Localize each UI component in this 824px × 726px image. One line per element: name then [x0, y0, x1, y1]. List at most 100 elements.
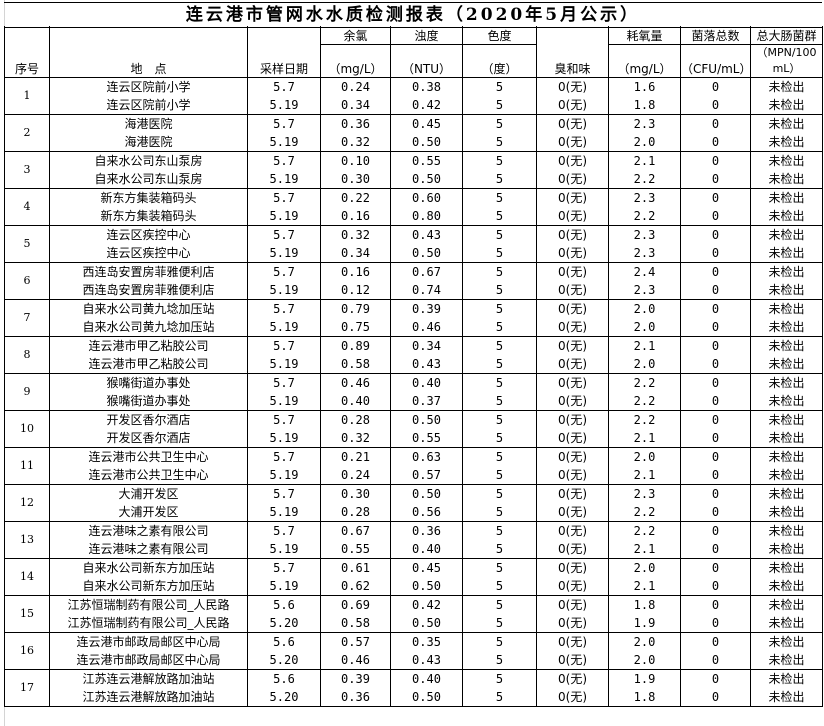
header-date: 采样日期 — [247, 26, 321, 78]
table-row: 15 江苏恒瑞制药有限公司_人民路 5.6 0.69 0.42 5 0(无) 1.8 0 未检出 — [4, 595, 823, 633]
cell-coliform: 未检出 — [750, 484, 823, 503]
cell-cfu: 0 — [680, 96, 751, 115]
table-row: 13 连云港味之素有限公司 5.7 0.67 0.36 5 0(无) 2.2 0 未检出 — [4, 521, 823, 559]
cell-turbidity: 0.39 — [390, 299, 463, 318]
cell-color: 5 — [462, 429, 537, 448]
cell-cod: 2.0 — [608, 318, 681, 337]
cell-date: 5.19 — [247, 577, 321, 596]
cell-chlorine: 0.22 — [320, 188, 391, 207]
cell-turbidity: 0.50 — [390, 614, 463, 633]
cell-odor: 0(无) — [536, 540, 609, 559]
header-cfu: 菌落总数 — [680, 26, 751, 45]
cell-chlorine: 0.21 — [320, 447, 391, 466]
cell-no: 8 — [4, 336, 50, 374]
cell-odor: 0(无) — [536, 484, 609, 503]
cell-no: 9 — [4, 373, 50, 411]
cell-no: 16 — [4, 632, 50, 670]
header-cod: 耗氧量 — [608, 26, 681, 45]
cell-cod: 1.8 — [608, 595, 681, 614]
cell-cfu: 0 — [680, 262, 751, 281]
cell-chlorine: 0.16 — [320, 262, 391, 281]
cell-cfu: 0 — [680, 299, 751, 318]
cell-turbidity: 0.60 — [390, 188, 463, 207]
cell-cod: 2.3 — [608, 114, 681, 133]
cell-chlorine: 0.40 — [320, 392, 391, 411]
table-row: 8 连云港市甲乙粘胶公司 5.7 0.89 0.34 5 0(无) 2.1 0 未检出 — [4, 336, 823, 374]
cell-turbidity: 0.46 — [390, 318, 463, 337]
cell-chlorine: 0.61 — [320, 558, 391, 577]
cell-date: 5.19 — [247, 466, 321, 485]
cell-cod: 2.1 — [608, 429, 681, 448]
table-row: 新东方集装箱码头 5.19 0.16 0.80 5 0(无) 2.2 0 未检出 — [5, 207, 823, 226]
table-row: 14 自来水公司新东方加压站 5.7 0.61 0.45 5 0(无) 2.0 0 未检出 — [4, 558, 823, 596]
cell-chlorine: 0.28 — [320, 410, 391, 429]
cell-coliform: 未检出 — [750, 281, 823, 300]
cell-cfu: 0 — [680, 355, 751, 374]
cell-chlorine: 0.46 — [320, 651, 391, 670]
cell-cfu: 0 — [680, 114, 751, 133]
cell-coliform: 未检出 — [750, 540, 823, 559]
table-row: 江苏恒瑞制药有限公司_人民路 5.20 0.58 0.50 5 0(无) 1.9 0 未检出 — [5, 614, 823, 633]
table-row: 开发区香尔酒店 5.19 0.32 0.55 5 0(无) 2.1 0 未检出 — [5, 429, 823, 448]
header-site: 地 点 — [49, 26, 248, 78]
unit-chlorine: （mg/L） — [320, 44, 391, 78]
cell-cfu: 0 — [680, 392, 751, 411]
cell-cod: 2.3 — [608, 484, 681, 503]
cell-site: 连云港市甲乙粘胶公司 — [49, 336, 248, 355]
cell-site: 海港医院 — [49, 114, 248, 133]
cell-color: 5 — [462, 170, 537, 189]
cell-color: 5 — [462, 540, 537, 559]
table-row: 江苏连云港解放路加油站 5.20 0.36 0.50 5 0(无) 1.8 0 未检出 — [5, 688, 823, 707]
cell-chlorine: 0.69 — [320, 595, 391, 614]
cell-turbidity: 0.45 — [390, 114, 463, 133]
cell-coliform: 未检出 — [750, 595, 823, 614]
cell-color: 5 — [462, 318, 537, 337]
cell-coliform: 未检出 — [750, 392, 823, 411]
cell-cfu: 0 — [680, 447, 751, 466]
cell-date: 5.7 — [247, 262, 321, 281]
cell-no: 12 — [4, 484, 50, 522]
cell-odor: 0(无) — [536, 632, 609, 651]
cell-chlorine: 0.24 — [320, 77, 391, 96]
table-row: 大浦开发区 5.19 0.28 0.56 5 0(无) 2.2 0 未检出 — [5, 503, 823, 522]
cell-no: 4 — [4, 188, 50, 226]
cell-color: 5 — [462, 188, 537, 207]
cell-cfu: 0 — [680, 225, 751, 244]
table-row: 12 大浦开发区 5.7 0.30 0.50 5 0(无) 2.3 0 未检出 — [4, 484, 823, 522]
cell-coliform: 未检出 — [750, 114, 823, 133]
cell-odor: 0(无) — [536, 688, 609, 707]
cell-date: 5.19 — [247, 318, 321, 337]
cell-coliform: 未检出 — [750, 77, 823, 96]
cell-chlorine: 0.67 — [320, 521, 391, 540]
cell-turbidity: 0.55 — [390, 429, 463, 448]
cell-site: 连云港市甲乙粘胶公司 — [49, 355, 248, 374]
cell-turbidity: 0.40 — [390, 669, 463, 688]
table-row: 2 海港医院 5.7 0.36 0.45 5 0(无) 2.3 0 未检出 — [4, 114, 823, 152]
header-turbidity: 浊度 — [390, 26, 463, 45]
cell-date: 5.20 — [247, 688, 321, 707]
cell-odor: 0(无) — [536, 521, 609, 540]
cell-coliform: 未检出 — [750, 225, 823, 244]
cell-color: 5 — [462, 392, 537, 411]
cell-color: 5 — [462, 355, 537, 374]
cell-date: 5.7 — [247, 77, 321, 96]
cell-odor: 0(无) — [536, 281, 609, 300]
cell-date: 5.7 — [247, 114, 321, 133]
cell-color: 5 — [462, 244, 537, 263]
cell-coliform: 未检出 — [750, 244, 823, 263]
cell-color: 5 — [462, 447, 537, 466]
cell-no: 11 — [4, 447, 50, 485]
cell-date: 5.7 — [247, 336, 321, 355]
cell-color: 5 — [462, 114, 537, 133]
cell-odor: 0(无) — [536, 336, 609, 355]
cell-no: 13 — [4, 521, 50, 559]
table-row: 连云港市公共卫生中心 5.19 0.24 0.57 5 0(无) 2.1 0 未检出 — [5, 466, 823, 485]
table-row: 7 自来水公司黄九埝加压站 5.7 0.79 0.39 5 0(无) 2.0 0 未检出 — [4, 299, 823, 337]
cell-site: 江苏恒瑞制药有限公司_人民路 — [49, 595, 248, 614]
cell-odor: 0(无) — [536, 133, 609, 152]
cell-site: 自来水公司新东方加压站 — [49, 577, 248, 596]
table-row: 自来水公司黄九埝加压站 5.19 0.75 0.46 5 0(无) 2.0 0 未检出 — [5, 318, 823, 337]
cell-site: 连云区疾控中心 — [49, 244, 248, 263]
cell-cfu: 0 — [680, 244, 751, 263]
cell-cod: 2.3 — [608, 281, 681, 300]
